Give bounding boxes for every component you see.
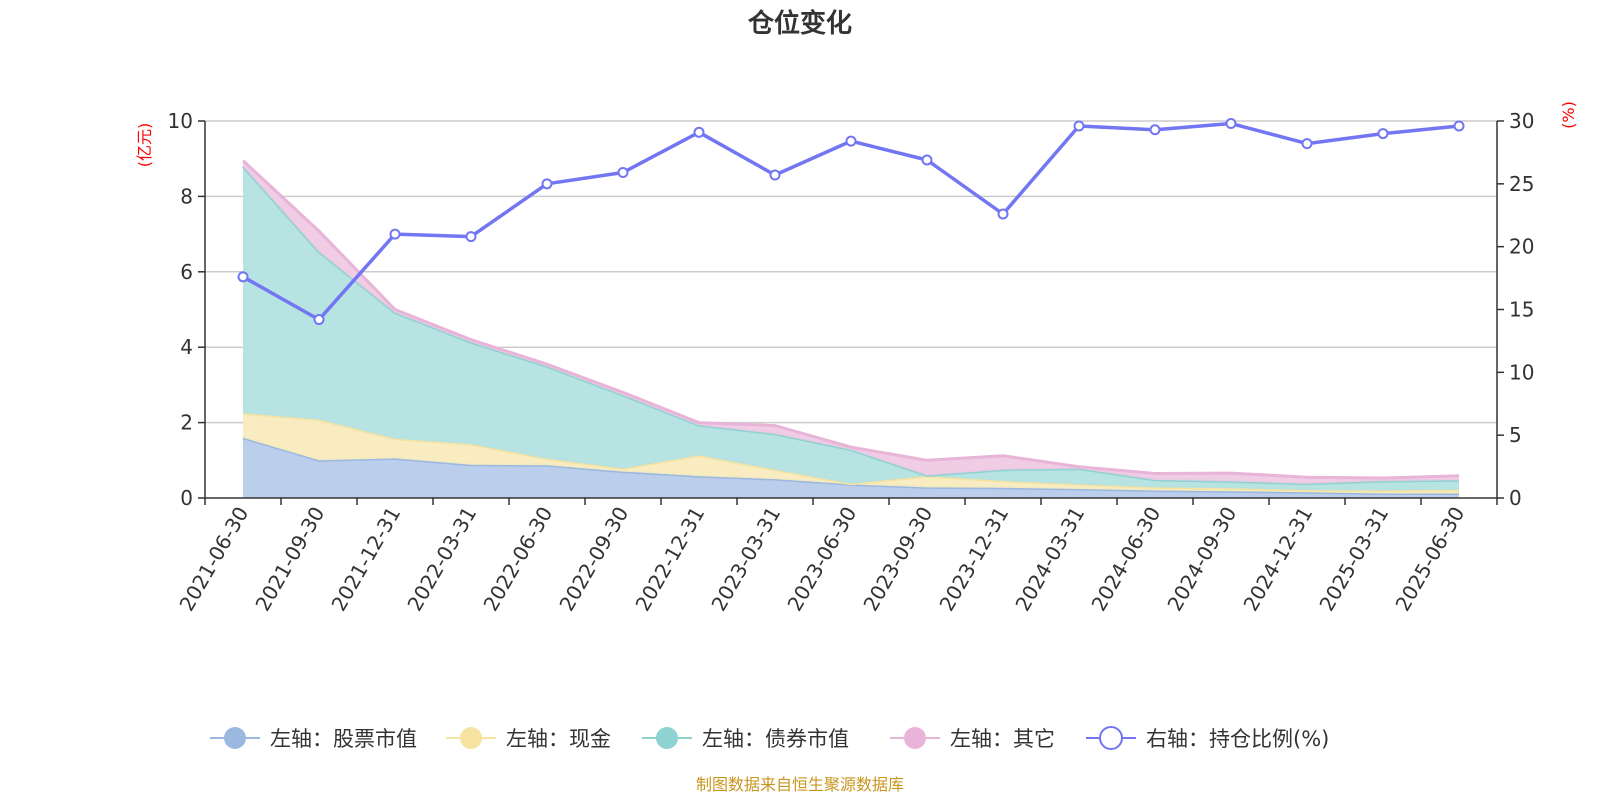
- x-tick-label-8: 2023-06-30: [782, 503, 861, 616]
- right-tick-label-15: 15: [1509, 298, 1534, 322]
- ratio-point-13: [1225, 118, 1237, 130]
- ratio-point-7: [769, 169, 781, 181]
- legend-marker-1: [460, 727, 482, 749]
- ratio-point-3: [465, 231, 477, 243]
- legend-marker-2: [656, 727, 678, 749]
- legend-label-2: 左轴：债券市值: [702, 727, 849, 751]
- left-tick-label-0: 0: [180, 486, 193, 510]
- right-tick-label-5: 5: [1509, 423, 1522, 447]
- ratio-point-9: [921, 154, 933, 166]
- axes: 0 2 4 6 8 10 0 5 10 15 20 25 30: [168, 109, 1535, 510]
- x-tick-label-15: 2025-03-31: [1314, 503, 1393, 616]
- x-tick-label-9: 2023-09-30: [858, 503, 937, 616]
- x-tick-label-14: 2024-12-31: [1238, 503, 1317, 616]
- left-tick-label-10: 10: [168, 109, 193, 133]
- ratio-point-16: [1453, 120, 1465, 132]
- ratio-line: [237, 118, 1465, 326]
- legend-item-0: 左轴：股票市值: [210, 727, 417, 751]
- x-tick-label-11: 2024-03-31: [1010, 503, 1089, 616]
- x-tick-label-0: 2021-06-30: [174, 503, 253, 616]
- source-note: 制图数据来自恒生聚源数据库: [696, 775, 904, 794]
- x-tick-label-5: 2022-09-30: [554, 503, 633, 616]
- ratio-point-15: [1377, 128, 1389, 140]
- legend-marker-4: [1099, 726, 1123, 750]
- legend-marker-0: [224, 727, 246, 749]
- area-series-2: [243, 166, 1459, 491]
- ratio-point-2: [389, 228, 401, 240]
- x-tick-label-3: 2022-03-31: [402, 503, 481, 616]
- legend-marker-3: [904, 727, 926, 749]
- x-tick-label-16: 2025-06-30: [1390, 503, 1469, 616]
- legend-item-4: 右轴：持仓比例(%): [1086, 726, 1329, 751]
- right-tick-label-10: 10: [1509, 360, 1534, 384]
- left-tick-label-8: 8: [180, 184, 193, 208]
- legend-label-3: 左轴：其它: [950, 727, 1055, 751]
- ratio-point-14: [1301, 138, 1313, 150]
- ratio-point-0: [237, 271, 249, 283]
- legend-item-1: 左轴：现金: [446, 727, 611, 751]
- x-tick-label-2: 2021-12-31: [326, 503, 405, 616]
- legend-item-3: 左轴：其它: [890, 727, 1055, 751]
- x-tick-label-7: 2023-03-31: [706, 503, 785, 616]
- right-tick-label-30: 30: [1509, 109, 1534, 133]
- x-axis-tick-labels: 2021-06-302021-09-302021-12-312022-03-31…: [174, 503, 1469, 616]
- x-tick-label-1: 2021-09-30: [250, 503, 329, 616]
- area-series-1: [243, 413, 1459, 494]
- ratio-point-10: [997, 208, 1009, 220]
- left-axis-unit-label: (亿元): [135, 123, 154, 168]
- ratio-point-8: [845, 135, 857, 147]
- ratio-point-5: [617, 167, 629, 179]
- legend-label-1: 左轴：现金: [506, 727, 611, 751]
- area-series-0: [243, 437, 1459, 498]
- x-tick-label-4: 2022-06-30: [478, 503, 557, 616]
- ratio-point-6: [693, 126, 705, 138]
- ratio-point-4: [541, 178, 553, 190]
- right-tick-label-20: 20: [1509, 235, 1534, 259]
- ratio-point-1: [313, 314, 325, 326]
- x-tick-label-13: 2024-09-30: [1162, 503, 1241, 616]
- stacked-areas: [241, 159, 1460, 498]
- ratio-point-11: [1073, 120, 1085, 132]
- right-axis-unit-label: (%): [1559, 101, 1578, 129]
- x-tick-label-10: 2023-12-31: [934, 503, 1013, 616]
- left-tick-label-4: 4: [180, 335, 193, 359]
- legend-label-4: 右轴：持仓比例(%): [1146, 727, 1329, 751]
- legend-label-0: 左轴：股票市值: [270, 727, 417, 751]
- chart-title: 仓位变化: [747, 8, 852, 39]
- area-series-edge-3: [241, 159, 1460, 480]
- left-tick-label-2: 2: [180, 411, 193, 435]
- right-tick-label-25: 25: [1509, 172, 1534, 196]
- x-tick-label-12: 2024-06-30: [1086, 503, 1165, 616]
- ratio-line-path: [242, 121, 1460, 322]
- x-tick-label-6: 2022-12-31: [630, 503, 709, 616]
- legend: 左轴：股票市值 左轴：现金 左轴：债券市值 左轴：其它 右轴：持仓比例(%): [210, 726, 1329, 751]
- left-tick-label-6: 6: [180, 260, 193, 284]
- ratio-point-12: [1149, 124, 1161, 136]
- right-tick-label-0: 0: [1509, 486, 1522, 510]
- legend-item-2: 左轴：债券市值: [642, 727, 849, 751]
